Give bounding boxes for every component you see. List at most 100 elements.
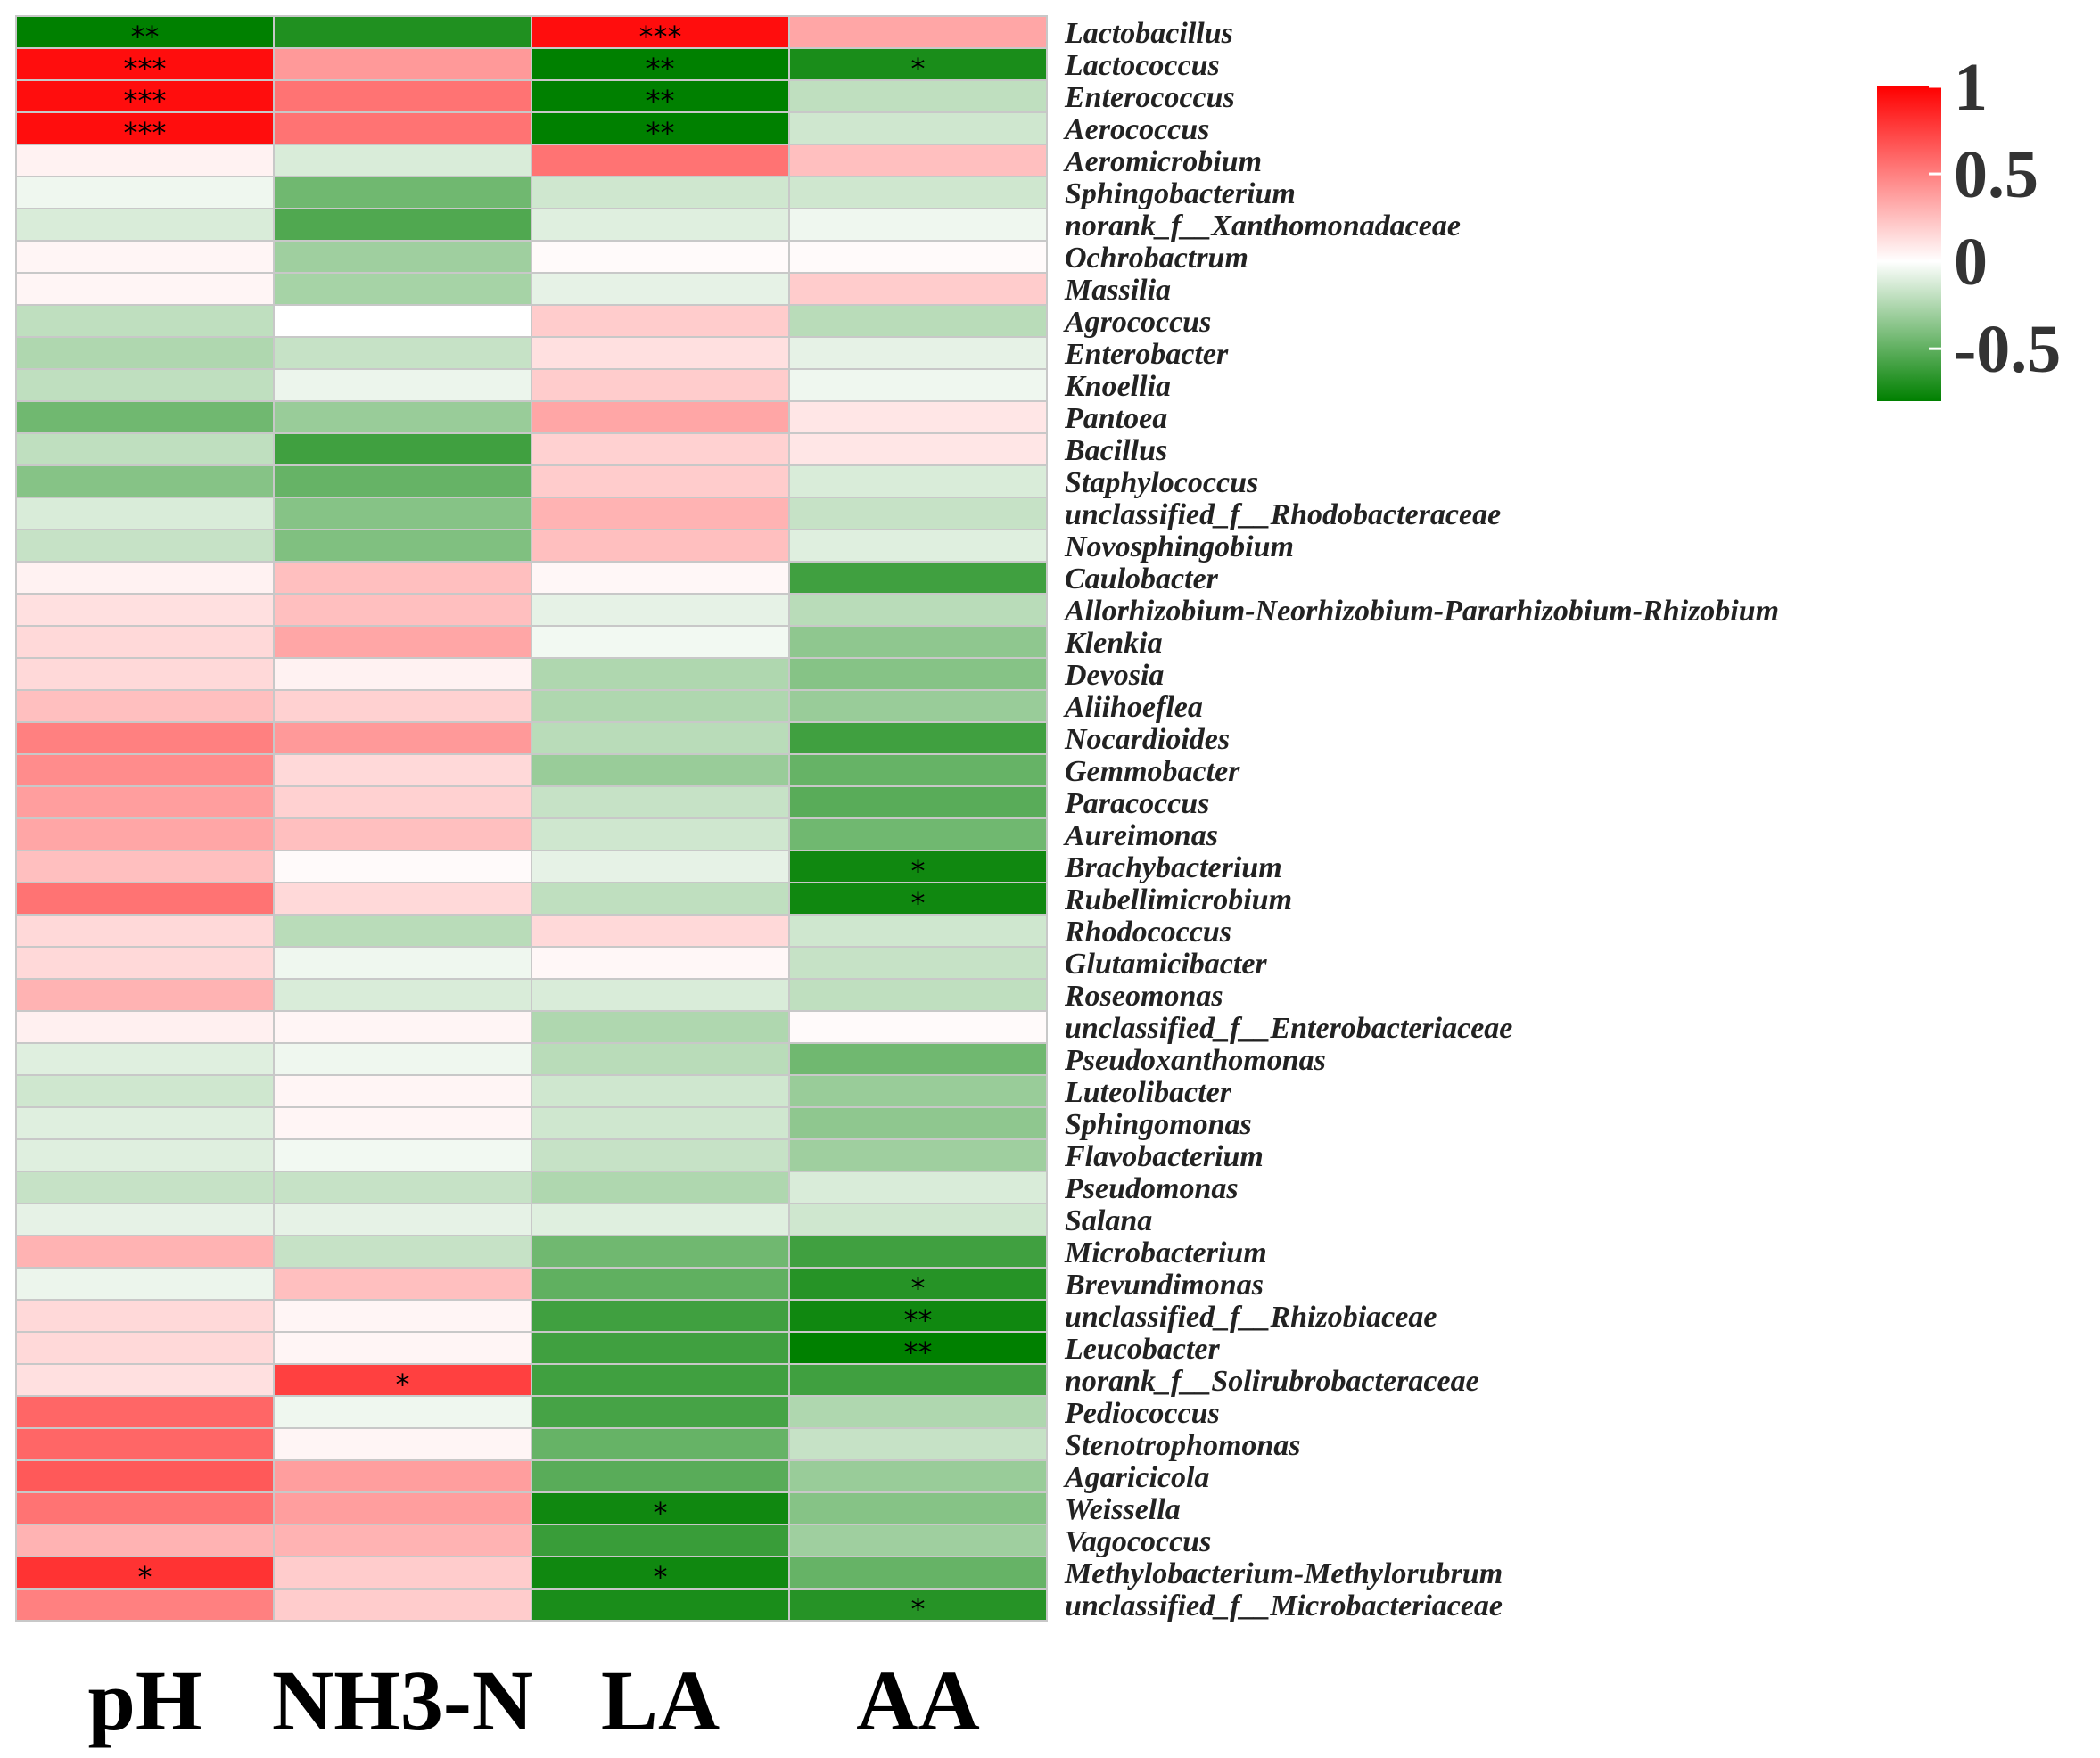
heatmap-cell-43-3: [788, 1395, 1048, 1429]
heatmap-cells: [15, 15, 1048, 1622]
column-label: NH3-N: [272, 1653, 533, 1748]
heatmap-cell-22-3: [788, 721, 1048, 755]
heatmap-cell-30-1: [273, 978, 532, 1012]
heatmap-cell-5-0: [15, 176, 275, 209]
heatmap-cell-42-2: [531, 1363, 790, 1397]
row-label: Enterobacter: [1064, 338, 1229, 371]
heatmap-cell-10-0: [15, 336, 275, 370]
heatmap-cell-33-1: [273, 1074, 532, 1108]
row-label: unclassified_f__Microbacteriaceae: [1065, 1590, 1503, 1622]
heatmap-cell-36-3: [788, 1171, 1048, 1204]
heatmap-cell-11-2: [531, 368, 790, 402]
heatmap-cell-9-0: [15, 304, 275, 338]
heatmap-cell-17-3: [788, 561, 1048, 595]
heatmap-cell-33-2: [531, 1074, 790, 1108]
heatmap-cell-32-1: [273, 1042, 532, 1076]
column-label: pH: [87, 1653, 202, 1748]
heatmap-cell-13-0: [15, 432, 275, 466]
heatmap-cell-20-3: [788, 657, 1048, 691]
row-label: Allorhizobium-Neorhizobium-Pararhizobium…: [1063, 595, 1779, 628]
heatmap-cell-48-1: [273, 1556, 532, 1590]
significance-mark: *: [654, 1560, 668, 1594]
heatmap-cell-29-1: [273, 946, 532, 980]
heatmap-cell-4-1: [273, 144, 532, 177]
significance-mark: ***: [124, 52, 167, 86]
heatmap-cell-11-0: [15, 368, 275, 402]
heatmap-cell-20-0: [15, 657, 275, 691]
heatmap-cell-33-0: [15, 1074, 275, 1108]
row-label: Enterococcus: [1064, 81, 1235, 114]
heatmap-cell-41-1: [273, 1331, 532, 1365]
significance-mark: **: [904, 1303, 933, 1337]
row-label: Methylobacterium-Methylorubrum: [1064, 1557, 1503, 1590]
row-label: Rubellimicrobium: [1064, 883, 1292, 916]
row-label: Agrococcus: [1063, 306, 1211, 339]
row-label: Novosphingobium: [1064, 530, 1294, 563]
heatmap-cell-35-1: [273, 1138, 532, 1172]
heatmap-cell-7-2: [531, 240, 790, 274]
column-label: LA: [601, 1653, 720, 1748]
row-label: Sphingobacterium: [1065, 177, 1296, 210]
heatmap-cell-21-0: [15, 689, 275, 723]
heatmap-cell-16-1: [273, 529, 532, 563]
heatmap-cell-27-2: [531, 882, 790, 916]
heatmap-cell-36-0: [15, 1171, 275, 1204]
heatmap-cell-12-2: [531, 400, 790, 434]
heatmap-cell-11-1: [273, 368, 532, 402]
significance-marks: ** ****** ** **** ***** ************ **: [124, 20, 933, 1626]
row-label: Agaricicola: [1063, 1461, 1209, 1494]
significance-mark: *: [396, 1368, 410, 1401]
heatmap-cell-17-2: [531, 561, 790, 595]
column-labels: pH NH3-N LA AA: [87, 1653, 979, 1748]
heatmap-cell-39-2: [531, 1267, 790, 1301]
heatmap-cell-18-3: [788, 593, 1048, 627]
heatmap-cell-45-0: [15, 1459, 275, 1493]
heatmap-cell-32-3: [788, 1042, 1048, 1076]
heatmap-cell-17-1: [273, 561, 532, 595]
row-label: Paracoccus: [1064, 787, 1209, 820]
heatmap-cell-25-3: [788, 817, 1048, 851]
legend-tick-label: 0.5: [1954, 137, 2038, 212]
heatmap-cell-18-2: [531, 593, 790, 627]
heatmap-cell-49-1: [273, 1588, 532, 1622]
row-labels: LactobacillusLactococcusEnterococcusAero…: [1063, 17, 1779, 1622]
heatmap-cell-25-1: [273, 817, 532, 851]
heatmap-cell-13-2: [531, 432, 790, 466]
heatmap-cell-42-0: [15, 1363, 275, 1397]
heatmap-cell-6-2: [531, 208, 790, 242]
heatmap-cell-13-1: [273, 432, 532, 466]
heatmap-cell-25-2: [531, 817, 790, 851]
heatmap-cell-46-1: [273, 1491, 532, 1525]
row-label: Roseomonas: [1064, 980, 1223, 1013]
row-label: Pseudoxanthomonas: [1064, 1044, 1326, 1077]
heatmap-cell-2-1: [273, 79, 532, 113]
heatmap-cell-47-0: [15, 1524, 275, 1557]
heatmap-cell-41-2: [531, 1331, 790, 1365]
heatmap-cell-14-3: [788, 464, 1048, 498]
heatmap-cell-29-0: [15, 946, 275, 980]
heatmap-cell-44-2: [531, 1427, 790, 1461]
heatmap-cell-28-1: [273, 914, 532, 948]
heatmap-cell-6-3: [788, 208, 1048, 242]
heatmap-cell-38-0: [15, 1235, 275, 1269]
heatmap-cell-18-1: [273, 593, 532, 627]
heatmap-cell-21-3: [788, 689, 1048, 723]
row-label: Weissella: [1065, 1493, 1181, 1526]
heatmap-cell-8-3: [788, 272, 1048, 306]
heatmap-cell-5-3: [788, 176, 1048, 209]
heatmap-cell-0-0: [15, 15, 275, 49]
legend-tick-label: -0.5: [1954, 312, 2061, 387]
significance-mark: **: [646, 52, 675, 86]
heatmap-cell-41-3: [788, 1331, 1048, 1365]
heatmap-cell-32-0: [15, 1042, 275, 1076]
heatmap-cell-11-3: [788, 368, 1048, 402]
heatmap-cell-30-0: [15, 978, 275, 1012]
row-label: Klenkia: [1064, 627, 1163, 660]
heatmap-cell-15-1: [273, 497, 532, 530]
heatmap-cell-31-2: [531, 1010, 790, 1044]
row-label: Salana: [1065, 1204, 1152, 1237]
heatmap-cell-37-1: [273, 1203, 532, 1236]
heatmap-cell-7-1: [273, 240, 532, 274]
heatmap-cell-16-0: [15, 529, 275, 563]
heatmap-cell-28-0: [15, 914, 275, 948]
